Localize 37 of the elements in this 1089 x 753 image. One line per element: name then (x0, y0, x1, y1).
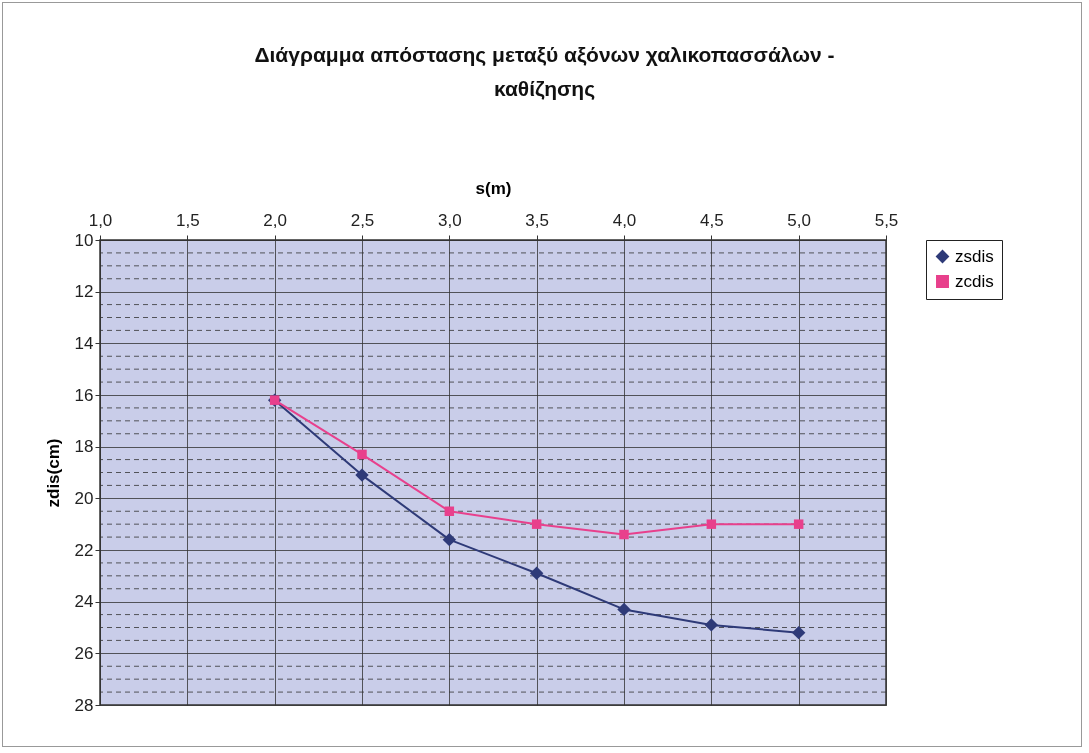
y-axis-title: zdis(cm) (43, 438, 63, 508)
y-tick-label: 22 (74, 540, 94, 560)
x-tick-label: 5,5 (874, 210, 899, 230)
x-tick-label: 4,5 (700, 210, 724, 230)
x-axis-title: s(m) (475, 178, 512, 198)
x-tick-label: 3,0 (438, 210, 462, 230)
y-tick-label: 20 (74, 488, 94, 508)
point (617, 602, 631, 617)
point (706, 519, 717, 529)
x-tick-label: 4,0 (612, 210, 637, 230)
point (704, 618, 719, 632)
y-tick-label: 14 (74, 333, 94, 353)
point (355, 468, 369, 482)
x-tick-label: 2,0 (263, 210, 287, 230)
x-tick-label: 1,5 (176, 210, 200, 230)
chart-title: Διάγραμμα απόστασης μεταξύ αξόνων χαλικοπασσάλων - καθίζησης (253, 42, 836, 102)
y-tick-label: 12 (74, 282, 94, 302)
legend-label: zsdis (955, 246, 994, 266)
y-tick-label: 18 (74, 437, 94, 457)
x-tick-label: 2,5 (350, 210, 375, 230)
x-tick-label: 3,5 (525, 210, 549, 230)
y-tick-label: 10 (74, 230, 94, 250)
point (444, 506, 455, 516)
y-tick-label: 16 (74, 385, 94, 405)
point (531, 519, 542, 529)
x-tick-label: 5,0 (787, 210, 811, 230)
y-tick-label: 24 (74, 592, 94, 612)
point (793, 519, 804, 529)
point (529, 566, 544, 580)
point (442, 532, 457, 547)
y-tick-label: 26 (74, 643, 94, 663)
point (357, 449, 367, 460)
legend-label: zcdis (955, 271, 994, 291)
point (619, 529, 629, 540)
point (791, 625, 806, 640)
x-tick-label: 1,0 (88, 210, 113, 230)
y-tick-label: 28 (74, 695, 94, 715)
